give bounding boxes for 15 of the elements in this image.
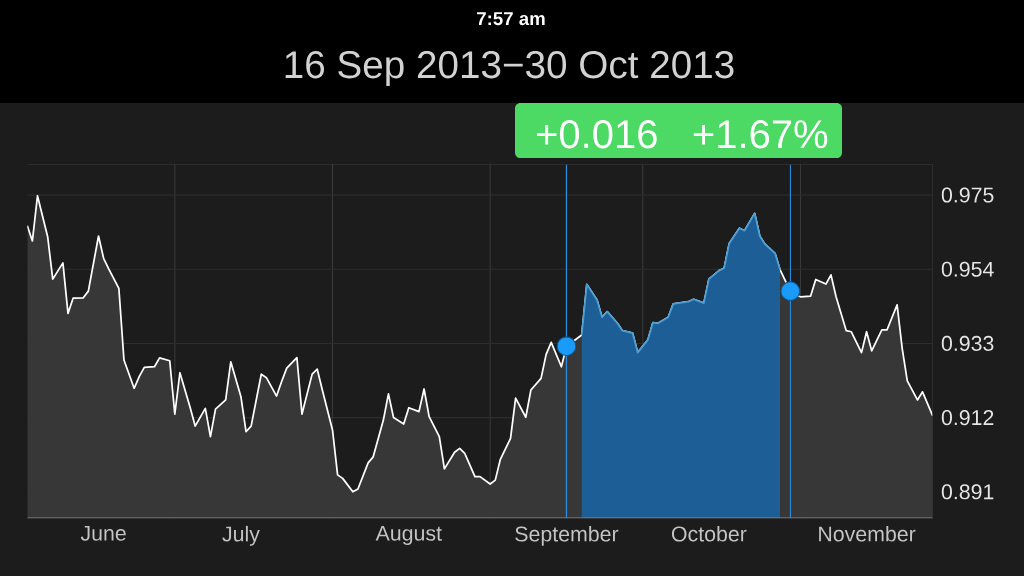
y-tick-label: 0.954 bbox=[941, 261, 994, 277]
x-tick-label: November bbox=[819, 525, 916, 542]
text: +0.016 bbox=[536, 120, 657, 149]
text: 7:57 am bbox=[477, 12, 545, 26]
y-tick-label: 0.912 bbox=[941, 410, 994, 426]
x-tick-label: June bbox=[80, 525, 126, 541]
text: +1.67% bbox=[693, 120, 828, 149]
y-tick-label: 0.933 bbox=[941, 335, 994, 351]
y-tick-label: 0.891 bbox=[941, 484, 994, 500]
y-tick-label: 0.975 bbox=[941, 187, 994, 203]
chart-title: 16 Sep 2013−30 Oct 2013 bbox=[285, 51, 734, 87]
x-tick-label: July bbox=[222, 525, 260, 546]
x-tick-label: October bbox=[671, 525, 747, 542]
x-tick-label: September bbox=[515, 525, 619, 546]
x-tick-label: August bbox=[375, 525, 442, 545]
